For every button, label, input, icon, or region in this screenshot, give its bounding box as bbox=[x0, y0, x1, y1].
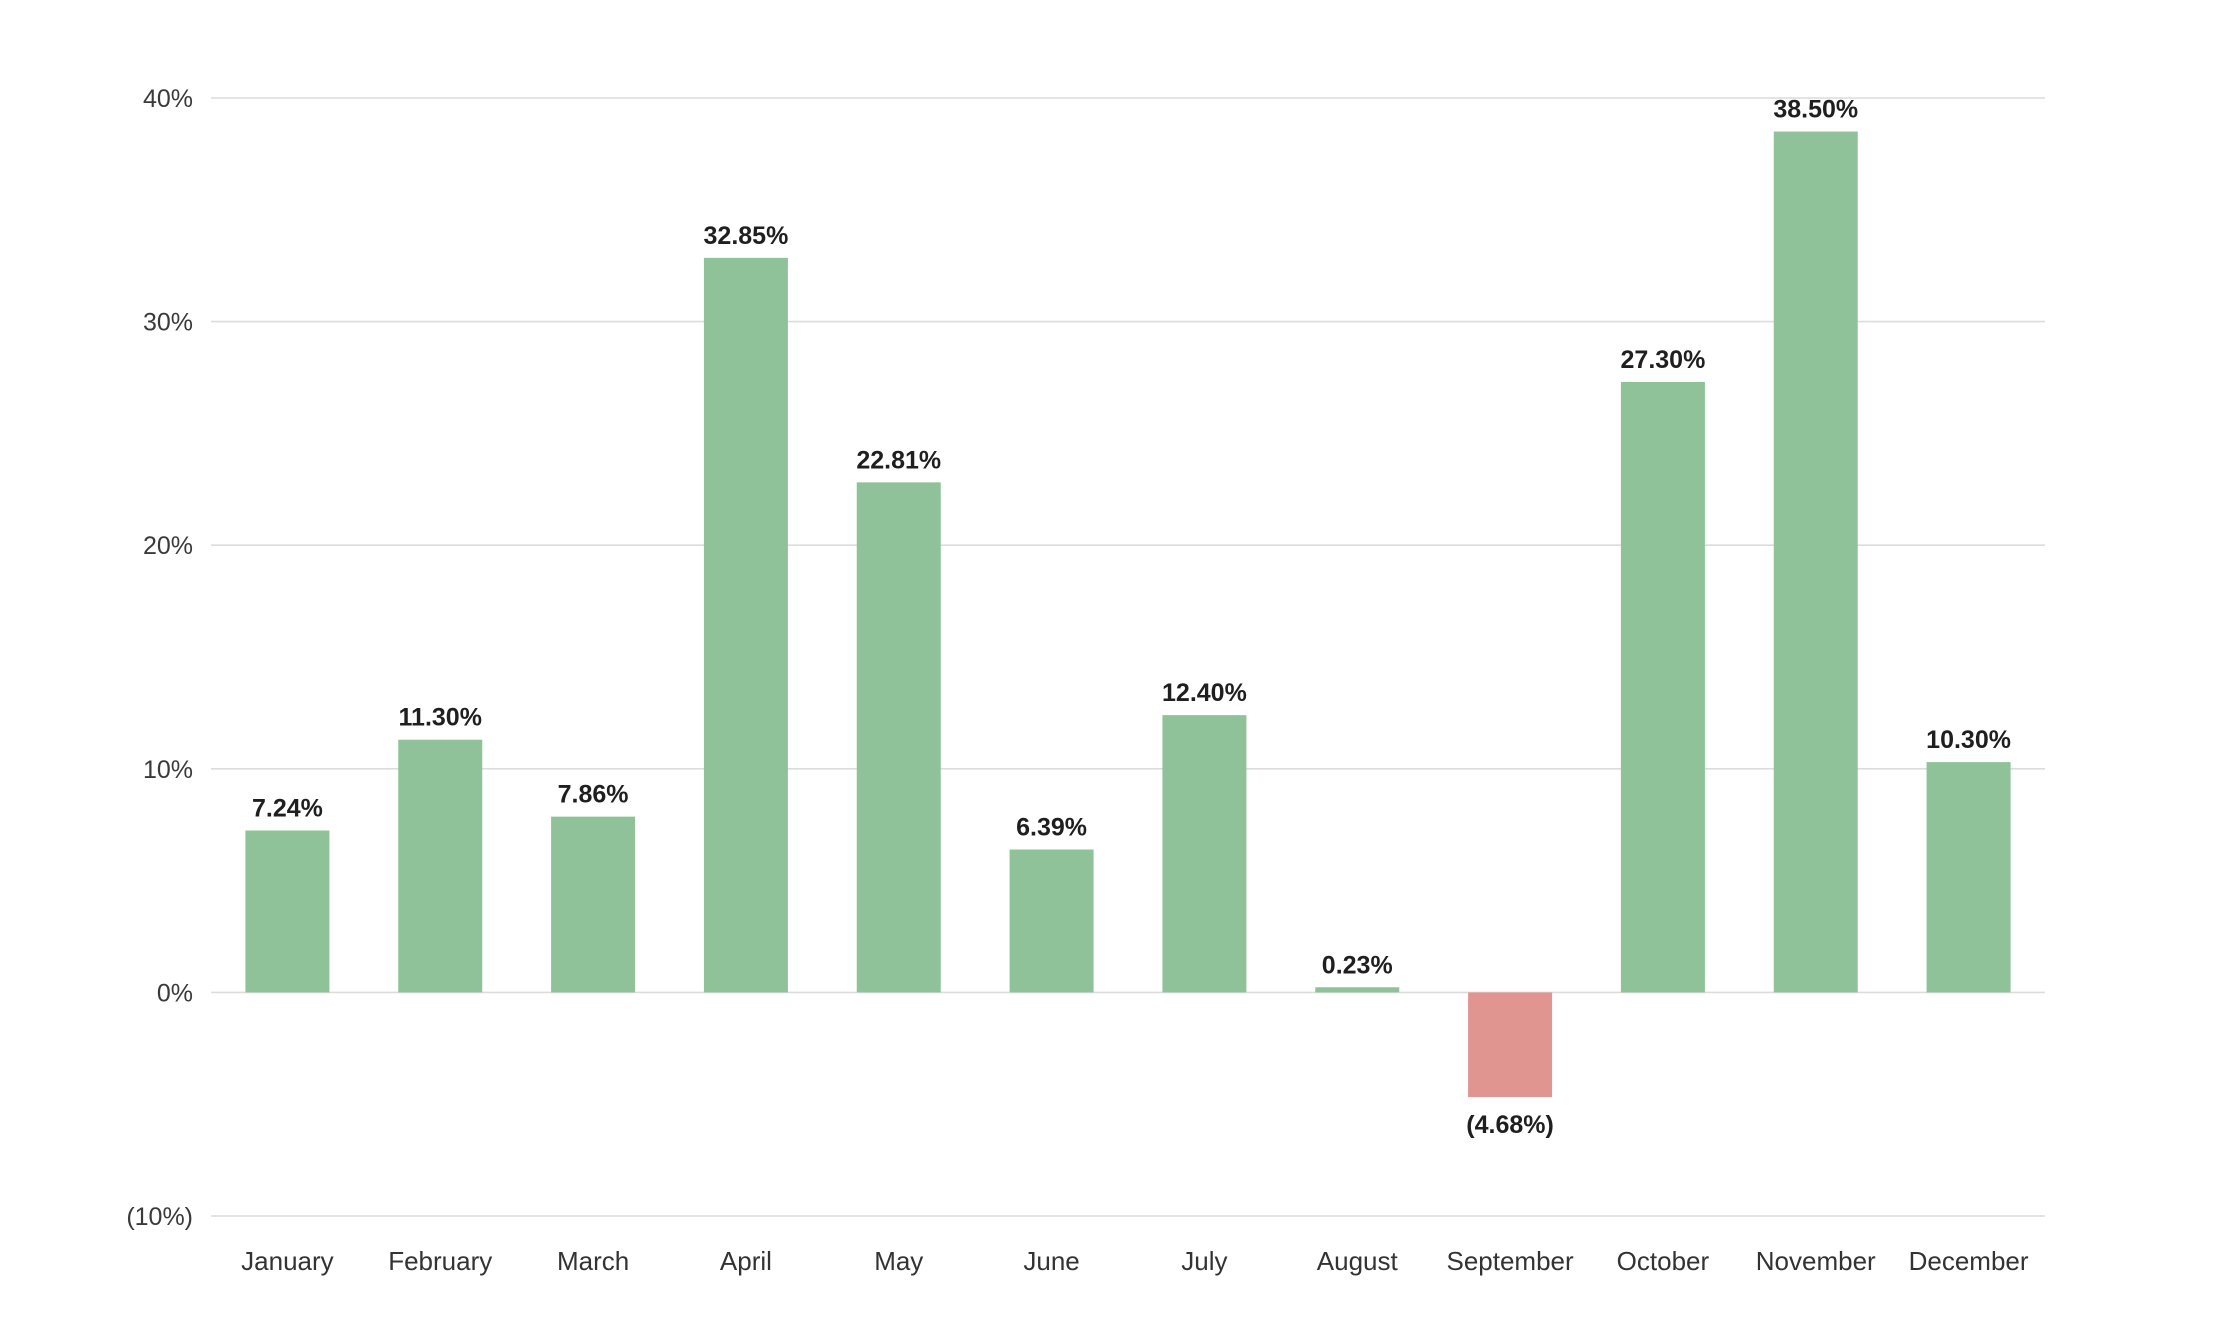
y-tick-label: 40% bbox=[143, 85, 193, 113]
data-label-may: 22.81% bbox=[856, 446, 941, 474]
bar-august bbox=[1315, 987, 1400, 993]
bar-november bbox=[1773, 131, 1858, 993]
y-tick-label: 20% bbox=[143, 532, 193, 560]
data-label-november: 38.50% bbox=[1773, 96, 1858, 124]
data-label-september: (4.68%) bbox=[1466, 1111, 1554, 1139]
x-category-label: March bbox=[557, 1246, 629, 1276]
x-category-label: June bbox=[1023, 1246, 1079, 1276]
data-label-october: 27.30% bbox=[1621, 346, 1706, 374]
bar-march bbox=[551, 816, 636, 993]
y-tick-label: 30% bbox=[143, 309, 193, 337]
x-category-label: July bbox=[1181, 1246, 1227, 1276]
gridlines bbox=[211, 97, 2045, 1217]
bar-september bbox=[1468, 992, 1553, 1098]
x-category-label: September bbox=[1446, 1246, 1574, 1276]
x-category-label: January bbox=[241, 1246, 334, 1276]
data-label-february: 11.30% bbox=[399, 704, 482, 732]
data-labels: 7.24% 11.30% 7.86% 32.85% 22.81% 6.39% 12.40% 0… bbox=[252, 96, 2011, 1140]
y-tick-label: 10% bbox=[143, 756, 193, 784]
x-category-label: August bbox=[1317, 1246, 1399, 1276]
x-category-label: November bbox=[1756, 1246, 1876, 1276]
x-category-label: February bbox=[388, 1246, 492, 1276]
bar-april bbox=[703, 257, 788, 993]
data-label-august: 0.23% bbox=[1322, 951, 1393, 979]
x-category-label: May bbox=[874, 1246, 923, 1276]
bar-may bbox=[856, 482, 941, 993]
x-category-label: December bbox=[1909, 1246, 2029, 1276]
data-label-april: 32.85% bbox=[704, 222, 789, 250]
bar-february bbox=[398, 739, 483, 993]
x-category-label: October bbox=[1617, 1246, 1710, 1276]
x-axis-categories: January February March April May June July Augu… bbox=[241, 1246, 2029, 1276]
bar-january bbox=[245, 830, 330, 993]
bar-october bbox=[1620, 381, 1705, 993]
data-label-june: 6.39% bbox=[1016, 814, 1087, 842]
data-label-january: 7.24% bbox=[252, 795, 323, 823]
bar-december bbox=[1926, 762, 2011, 993]
y-tick-label: (10%) bbox=[126, 1203, 193, 1231]
x-category-label: April bbox=[720, 1246, 772, 1276]
y-tick-label: 0% bbox=[157, 979, 193, 1007]
y-axis-ticks: 40% 30% 20% 10% 0% (10%) bbox=[126, 85, 193, 1231]
bar-july bbox=[1162, 715, 1247, 993]
data-label-july: 12.40% bbox=[1162, 679, 1247, 707]
data-label-december: 10.30% bbox=[1926, 726, 2011, 754]
bar-june bbox=[1009, 849, 1094, 993]
data-label-march: 7.86% bbox=[558, 781, 629, 809]
bars bbox=[245, 131, 2011, 1098]
